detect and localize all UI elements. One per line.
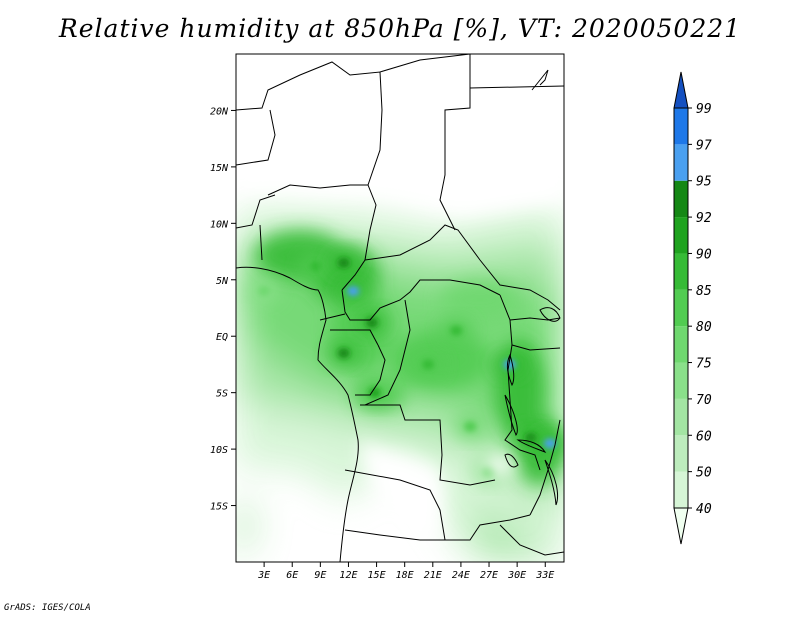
colorbar-label: 40 bbox=[696, 502, 712, 517]
colorbar-label: 97 bbox=[696, 138, 712, 153]
colorbar-label: 85 bbox=[696, 284, 712, 299]
colorbar-box bbox=[674, 326, 688, 363]
colorbar-frame bbox=[673, 107, 689, 509]
moist-cell bbox=[358, 380, 391, 405]
lon-tick-label: 27E bbox=[480, 570, 498, 581]
colorbar-box bbox=[674, 180, 688, 218]
moist-cell bbox=[412, 352, 445, 377]
lon-tick-label: 6E bbox=[286, 570, 298, 581]
lat-tick-label: 5N bbox=[216, 276, 229, 287]
colorbar-box bbox=[674, 362, 688, 399]
colorbar-box bbox=[674, 398, 688, 436]
lat-tick-label: 10N bbox=[210, 219, 229, 230]
lon-tick-label: 3E bbox=[257, 570, 270, 581]
plot-frame bbox=[235, 53, 565, 563]
colorbar-label: 70 bbox=[696, 393, 712, 408]
colorbar-label: 75 bbox=[696, 357, 712, 372]
credit-label: GrADS: IGES/COLA bbox=[4, 603, 91, 613]
moist-cell bbox=[454, 414, 487, 439]
lon-tick-label: 15E bbox=[368, 570, 386, 581]
moist-cell bbox=[327, 341, 360, 366]
map-title: Relative humidity at 850hPa [%], VT: 202… bbox=[58, 14, 742, 43]
moist-cell bbox=[440, 318, 473, 343]
moist-cell bbox=[327, 250, 360, 275]
colorbar-label: 90 bbox=[696, 247, 712, 262]
lat-tick-label: 5S bbox=[216, 389, 228, 400]
lat-tick-label: 15N bbox=[210, 163, 229, 174]
colorbar: 40 50 60 70 75 80 85 90 92 95 97 99 bbox=[673, 71, 712, 545]
colorbar-box bbox=[674, 471, 688, 508]
colorbar-label: 50 bbox=[696, 466, 712, 481]
colorbar-box bbox=[674, 289, 688, 327]
lat-tick-label: 20N bbox=[210, 106, 229, 117]
longitude-axis: 3E 6E 9E 12E 15E 18E 21E 24E 27E 30E 33E bbox=[257, 562, 554, 581]
lon-tick-label: 9E bbox=[314, 570, 326, 581]
lon-tick-label: 30E bbox=[507, 570, 526, 581]
colorbar-upper-arrow bbox=[673, 71, 689, 109]
colorbar-label: 60 bbox=[696, 429, 712, 444]
humidity-field bbox=[236, 54, 564, 560]
colorbar-label: 95 bbox=[696, 175, 712, 190]
lon-tick-label: 33E bbox=[535, 570, 554, 581]
colorbar-label: 99 bbox=[696, 102, 712, 117]
moist-cell bbox=[355, 310, 388, 335]
colorbar-lower-arrow bbox=[673, 507, 689, 545]
lon-tick-label: 18E bbox=[396, 570, 414, 581]
colorbar-box bbox=[674, 108, 688, 145]
moist-cell bbox=[533, 431, 564, 456]
latitude-axis: 20N 15N 10N 5N EQ 5S 10S 15S bbox=[210, 106, 236, 513]
lat-tick-label: EQ bbox=[216, 332, 228, 343]
moist-cell bbox=[337, 279, 370, 304]
lat-tick-label: 15S bbox=[210, 502, 228, 513]
colorbar-box bbox=[674, 253, 688, 290]
lon-tick-label: 24E bbox=[452, 570, 470, 581]
colorbar-label: 92 bbox=[696, 211, 712, 226]
moist-cell bbox=[299, 254, 332, 279]
moist-cell bbox=[248, 279, 281, 304]
colorbar-label: 80 bbox=[696, 320, 712, 335]
colorbar-box bbox=[674, 217, 688, 254]
colorbar-box bbox=[674, 435, 688, 472]
lat-tick-label: 10S bbox=[210, 445, 228, 456]
lon-tick-label: 12E bbox=[339, 570, 357, 581]
lon-tick-label: 21E bbox=[424, 570, 442, 581]
country-borders bbox=[236, 54, 564, 562]
colorbar-box bbox=[674, 144, 688, 181]
